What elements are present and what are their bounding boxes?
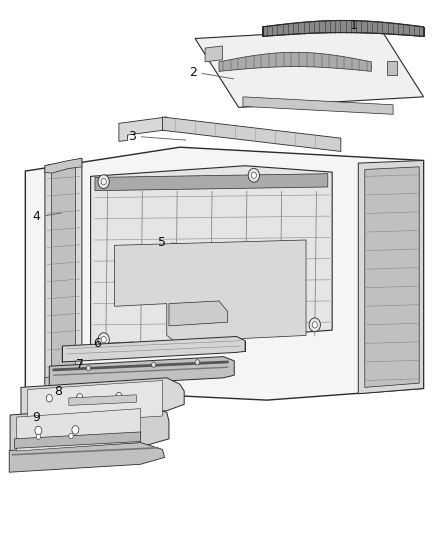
Text: 6: 6 [93, 337, 101, 350]
Circle shape [251, 172, 256, 179]
Text: 4: 4 [32, 209, 40, 223]
Text: 5: 5 [159, 236, 166, 249]
Polygon shape [365, 167, 419, 387]
Polygon shape [45, 158, 82, 173]
Polygon shape [45, 158, 82, 384]
Circle shape [35, 426, 42, 435]
Polygon shape [17, 409, 141, 451]
Polygon shape [262, 20, 424, 36]
Circle shape [72, 426, 79, 434]
Circle shape [152, 362, 156, 367]
Polygon shape [358, 160, 424, 394]
Polygon shape [25, 147, 424, 400]
Polygon shape [10, 406, 169, 455]
Polygon shape [28, 381, 162, 424]
Polygon shape [115, 240, 306, 342]
Circle shape [36, 434, 41, 439]
Polygon shape [91, 166, 332, 347]
Text: 2: 2 [189, 67, 197, 79]
Polygon shape [14, 432, 141, 448]
Circle shape [309, 318, 321, 332]
Polygon shape [219, 52, 371, 71]
Polygon shape [49, 357, 234, 387]
Text: 7: 7 [76, 358, 84, 371]
Circle shape [101, 179, 106, 185]
Polygon shape [9, 442, 165, 472]
Polygon shape [387, 61, 397, 75]
Polygon shape [95, 174, 328, 191]
Circle shape [69, 433, 73, 439]
Polygon shape [119, 117, 167, 141]
Polygon shape [51, 167, 75, 377]
Polygon shape [205, 46, 223, 62]
Circle shape [312, 321, 318, 328]
Circle shape [116, 392, 122, 400]
Text: 3: 3 [128, 130, 136, 143]
Polygon shape [45, 372, 82, 394]
Polygon shape [62, 336, 245, 362]
Text: 9: 9 [32, 411, 40, 424]
Circle shape [248, 168, 259, 182]
Circle shape [195, 360, 199, 365]
Polygon shape [243, 97, 393, 114]
Polygon shape [169, 301, 228, 326]
Polygon shape [195, 28, 424, 108]
Circle shape [77, 394, 83, 401]
Polygon shape [21, 378, 184, 420]
Circle shape [98, 175, 110, 189]
Circle shape [98, 333, 110, 346]
Circle shape [46, 394, 52, 402]
Circle shape [101, 336, 106, 343]
Polygon shape [69, 395, 136, 406]
Text: 1: 1 [350, 19, 358, 32]
Text: 8: 8 [54, 385, 62, 398]
Circle shape [86, 366, 91, 371]
Polygon shape [162, 117, 341, 151]
